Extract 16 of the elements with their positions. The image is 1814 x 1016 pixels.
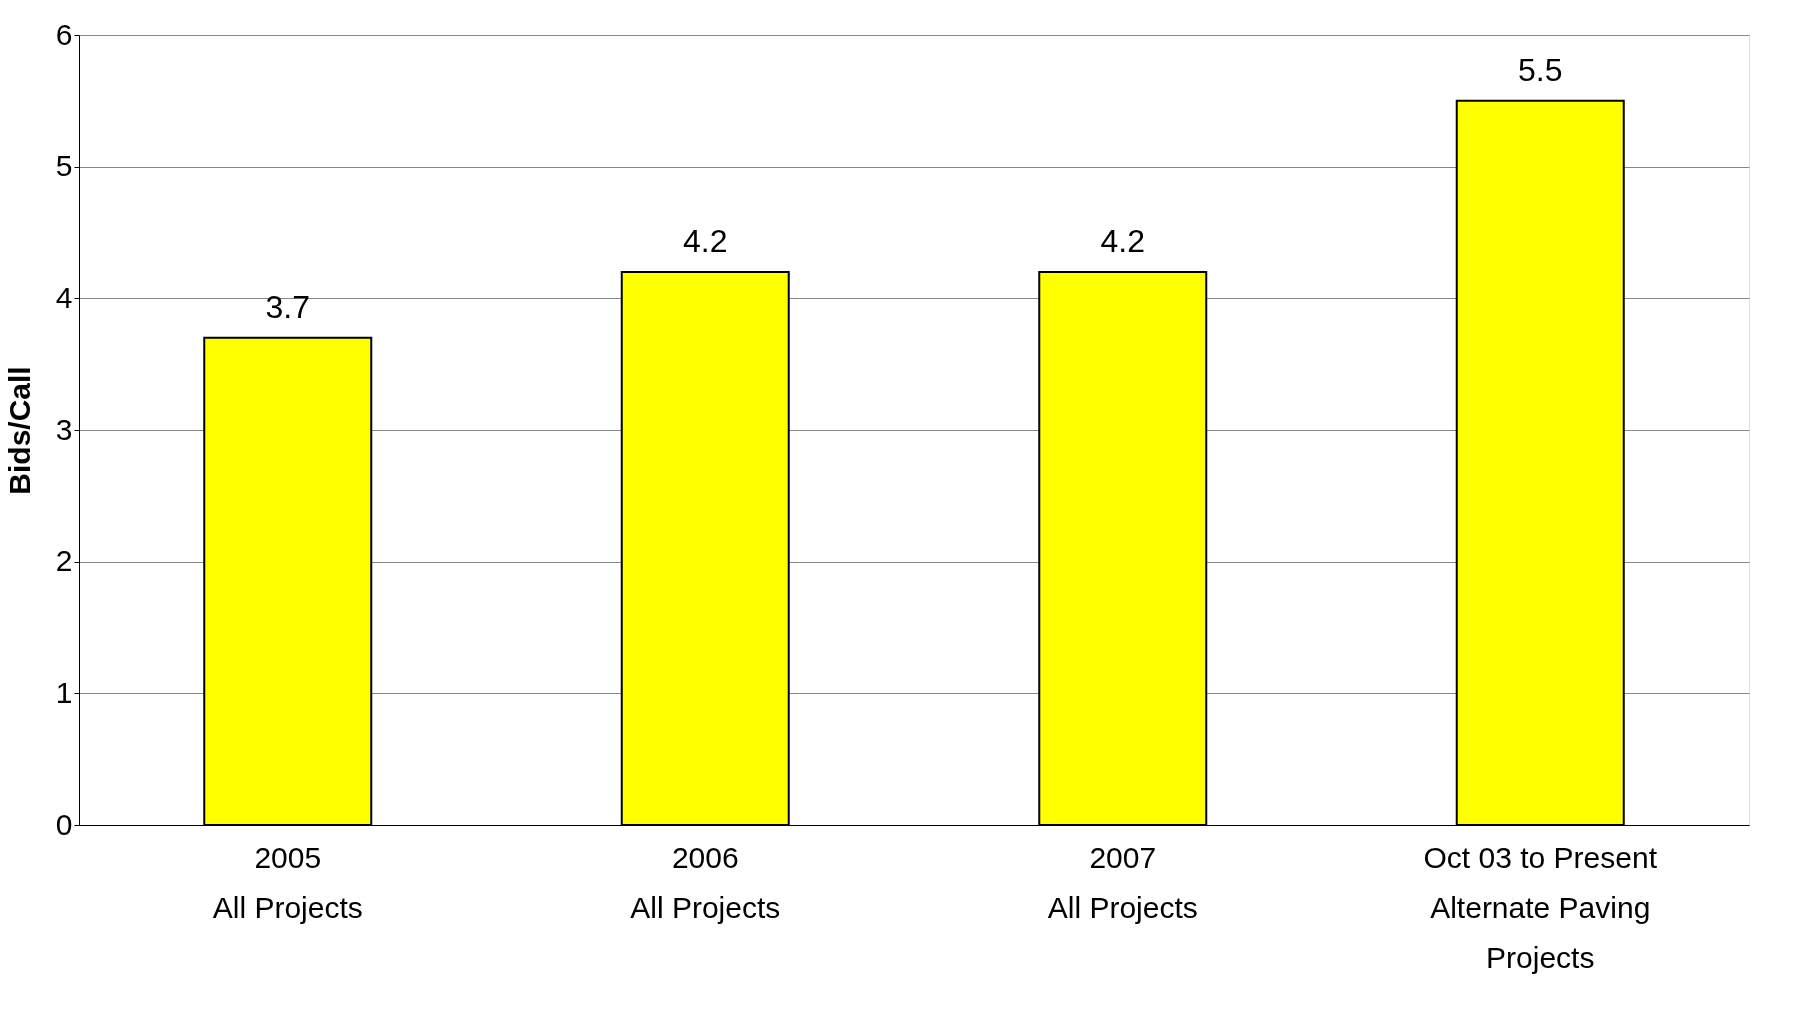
data-label: 4.2 (683, 223, 728, 259)
y-tick-label: 2 (55, 544, 73, 578)
x-tick-label: 2006 All Projects (630, 840, 781, 924)
y-tick-label: 6 (55, 17, 73, 51)
data-label: 3.7 (265, 288, 310, 325)
y-axis-title: Bids/Call (2, 366, 36, 495)
y-tick-label: 0 (55, 807, 73, 841)
data-label: 4.2 (1100, 223, 1145, 259)
x-tick-label: 2005 All Projects (212, 840, 363, 924)
data-label: 5.5 (1518, 51, 1563, 88)
y-tick-label: 5 (55, 149, 73, 183)
x-tick-label: 2007 All Projects (1047, 840, 1198, 924)
y-tick-label: 4 (55, 280, 73, 314)
y-tick-label: 1 (55, 675, 73, 709)
y-tick-label: 3 (55, 412, 73, 446)
x-tick-label: Oct 03 to Present Alternate Paving Projects (1423, 840, 1658, 974)
